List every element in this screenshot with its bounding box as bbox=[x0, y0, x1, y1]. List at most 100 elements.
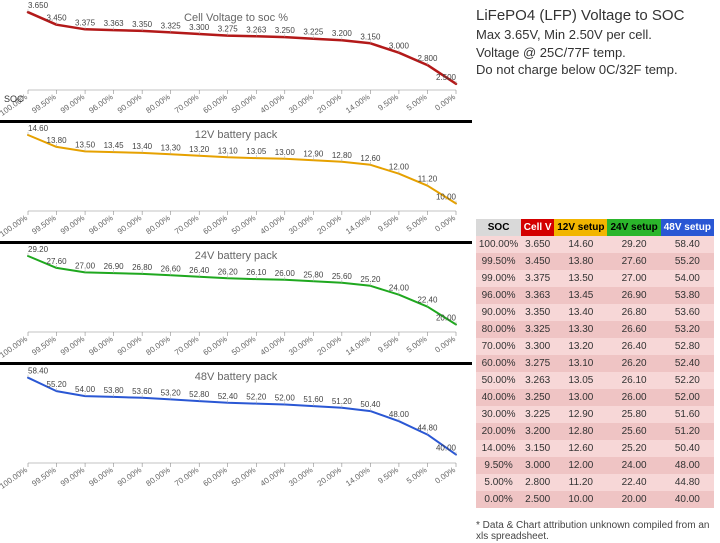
table-row: 30.00%3.22512.9025.8051.60 bbox=[476, 406, 714, 423]
table-row: 80.00%3.32513.3026.6053.20 bbox=[476, 321, 714, 338]
svg-text:90.00%: 90.00% bbox=[116, 334, 143, 357]
svg-text:51.60: 51.60 bbox=[303, 395, 324, 404]
svg-text:99.00%: 99.00% bbox=[59, 213, 86, 236]
svg-text:12.80: 12.80 bbox=[332, 151, 353, 160]
svg-text:80.00%: 80.00% bbox=[144, 465, 171, 488]
svg-text:50.00%: 50.00% bbox=[230, 213, 257, 236]
header-line3: Do not charge below 0C/32F temp. bbox=[476, 62, 678, 77]
svg-text:3.000: 3.000 bbox=[389, 42, 410, 51]
svg-text:5.00%: 5.00% bbox=[405, 465, 429, 485]
chart-title-0: Cell Voltage to soc % bbox=[184, 12, 288, 24]
svg-text:40.00%: 40.00% bbox=[259, 334, 286, 357]
svg-text:2.800: 2.800 bbox=[417, 54, 438, 63]
svg-text:26.20: 26.20 bbox=[218, 267, 239, 276]
svg-text:96.00%: 96.00% bbox=[87, 213, 114, 236]
svg-text:54.00: 54.00 bbox=[75, 385, 96, 394]
svg-text:80.00%: 80.00% bbox=[144, 334, 171, 357]
svg-text:5.00%: 5.00% bbox=[405, 334, 429, 354]
svg-text:50.00%: 50.00% bbox=[230, 465, 257, 488]
svg-text:3.650: 3.650 bbox=[28, 1, 49, 10]
svg-text:13.20: 13.20 bbox=[189, 145, 210, 154]
svg-text:90.00%: 90.00% bbox=[116, 213, 143, 236]
svg-text:26.10: 26.10 bbox=[246, 268, 267, 277]
svg-text:25.80: 25.80 bbox=[303, 270, 324, 279]
table-row: 14.00%3.15012.6025.2050.40 bbox=[476, 440, 714, 457]
svg-text:9.50%: 9.50% bbox=[376, 334, 400, 354]
svg-text:90.00%: 90.00% bbox=[116, 465, 143, 488]
svg-text:26.60: 26.60 bbox=[161, 264, 182, 273]
svg-text:70.00%: 70.00% bbox=[173, 213, 200, 236]
svg-text:48.00: 48.00 bbox=[389, 410, 410, 419]
svg-text:70.00%: 70.00% bbox=[173, 334, 200, 357]
svg-text:30.00%: 30.00% bbox=[287, 213, 314, 236]
table-row: 99.00%3.37513.5027.0054.00 bbox=[476, 270, 714, 287]
svg-text:50.00%: 50.00% bbox=[230, 92, 257, 115]
footer-note: * Data & Chart attribution unknown compi… bbox=[476, 520, 714, 542]
svg-text:27.00: 27.00 bbox=[75, 261, 96, 270]
svg-text:90.00%: 90.00% bbox=[116, 92, 143, 115]
svg-text:50.00%: 50.00% bbox=[230, 334, 257, 357]
svg-text:40.00%: 40.00% bbox=[259, 213, 286, 236]
table-row: 20.00%3.20012.8025.6051.20 bbox=[476, 423, 714, 440]
table-row: 0.00%2.50010.0020.0040.00 bbox=[476, 491, 714, 508]
soc-table: SOCCell V12V setup24V setup48V setup100.… bbox=[476, 219, 714, 508]
svg-text:60.00%: 60.00% bbox=[201, 213, 228, 236]
svg-text:13.45: 13.45 bbox=[104, 141, 125, 150]
svg-text:52.40: 52.40 bbox=[218, 392, 239, 401]
svg-text:5.00%: 5.00% bbox=[405, 92, 429, 112]
table-header-3: 24V setup bbox=[607, 219, 660, 236]
svg-text:0.00%: 0.00% bbox=[433, 213, 457, 233]
svg-text:27.60: 27.60 bbox=[47, 257, 68, 266]
svg-text:20.00%: 20.00% bbox=[316, 92, 343, 115]
svg-text:14.00%: 14.00% bbox=[344, 213, 371, 236]
svg-text:70.00%: 70.00% bbox=[173, 92, 200, 115]
svg-text:3.275: 3.275 bbox=[218, 25, 239, 34]
chart-0: Cell Voltage to soc % 100.00%99.50%99.00… bbox=[0, 0, 472, 123]
chart-title-3: 48V battery pack bbox=[195, 371, 278, 383]
svg-text:29.20: 29.20 bbox=[28, 245, 49, 254]
table-header-1: Cell V bbox=[521, 219, 554, 236]
chart-1: 12V battery pack 100.00%99.50%99.00%96.0… bbox=[0, 123, 472, 244]
page-title: LiFePO4 (LFP) Voltage to SOC bbox=[476, 7, 684, 24]
svg-text:99.50%: 99.50% bbox=[30, 92, 57, 115]
svg-text:40.00%: 40.00% bbox=[259, 465, 286, 488]
svg-text:14.00%: 14.00% bbox=[344, 92, 371, 115]
svg-text:96.00%: 96.00% bbox=[87, 334, 114, 357]
svg-text:58.40: 58.40 bbox=[28, 367, 49, 376]
svg-text:99.50%: 99.50% bbox=[30, 213, 57, 236]
svg-text:13.10: 13.10 bbox=[218, 146, 239, 155]
svg-text:20.00: 20.00 bbox=[436, 314, 457, 323]
svg-text:99.50%: 99.50% bbox=[30, 465, 57, 488]
table-row: 70.00%3.30013.2026.4052.80 bbox=[476, 338, 714, 355]
table-row: 40.00%3.25013.0026.0052.00 bbox=[476, 389, 714, 406]
svg-text:14.00%: 14.00% bbox=[344, 465, 371, 488]
svg-text:26.80: 26.80 bbox=[132, 263, 153, 272]
svg-text:100.00%: 100.00% bbox=[0, 213, 29, 238]
svg-text:13.50: 13.50 bbox=[75, 140, 96, 149]
svg-text:20.00%: 20.00% bbox=[316, 213, 343, 236]
svg-text:13.00: 13.00 bbox=[275, 148, 296, 157]
svg-text:50.40: 50.40 bbox=[360, 400, 381, 409]
svg-text:3.375: 3.375 bbox=[75, 18, 96, 27]
svg-text:60.00%: 60.00% bbox=[201, 92, 228, 115]
svg-text:26.90: 26.90 bbox=[104, 262, 125, 271]
svg-text:3.300: 3.300 bbox=[189, 23, 210, 32]
svg-text:25.20: 25.20 bbox=[360, 275, 381, 284]
table-row: 96.00%3.36313.4526.9053.80 bbox=[476, 287, 714, 304]
svg-text:11.20: 11.20 bbox=[418, 175, 438, 184]
svg-text:20.00%: 20.00% bbox=[316, 334, 343, 357]
svg-text:12.90: 12.90 bbox=[303, 149, 324, 158]
svg-text:14.00%: 14.00% bbox=[344, 334, 371, 357]
svg-text:12.00: 12.00 bbox=[389, 163, 410, 172]
svg-text:9.50%: 9.50% bbox=[376, 465, 400, 485]
table-row: 50.00%3.26313.0526.1052.20 bbox=[476, 372, 714, 389]
svg-text:80.00%: 80.00% bbox=[144, 213, 171, 236]
table-header-2: 12V setup bbox=[554, 219, 607, 236]
table-row: 5.00%2.80011.2022.4044.80 bbox=[476, 474, 714, 491]
svg-text:3.325: 3.325 bbox=[161, 21, 182, 30]
svg-text:0.00%: 0.00% bbox=[433, 465, 457, 485]
svg-text:99.00%: 99.00% bbox=[59, 334, 86, 357]
svg-text:44.80: 44.80 bbox=[417, 424, 438, 433]
table-row: 99.50%3.45013.8027.6055.20 bbox=[476, 253, 714, 270]
svg-text:55.20: 55.20 bbox=[47, 380, 68, 389]
